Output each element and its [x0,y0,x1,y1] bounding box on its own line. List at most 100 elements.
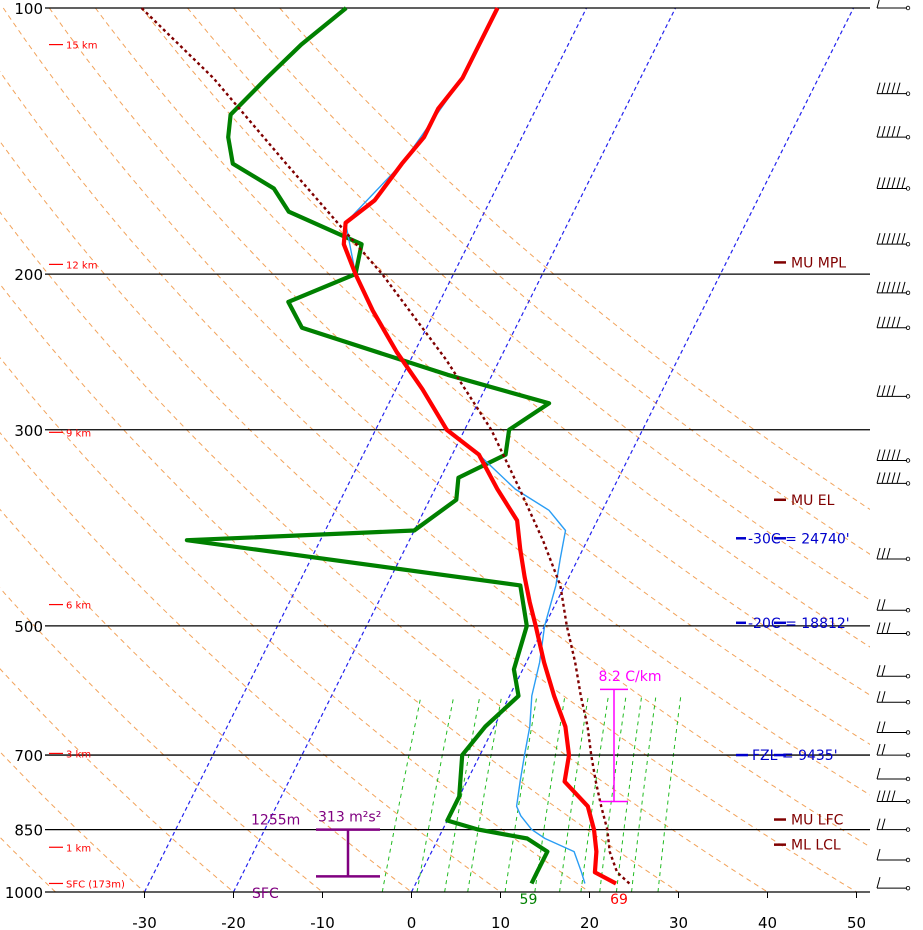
wind-barb-feather [891,472,896,484]
wind-barb-feather [886,790,891,802]
wind-barb-feather [891,316,896,328]
wind-barb-feather [881,385,886,397]
wind-barb-feather [881,721,886,733]
wind-barb-feather [881,126,886,138]
dry-adiabat [0,508,412,893]
mixing-ratio-line [599,695,627,893]
wind-barb [876,281,911,296]
height-label: 3 km [66,749,91,760]
wind-barb-station [905,290,911,296]
wind-barb-feather [876,599,881,611]
pressure-tick-label: 850 [14,822,43,840]
dry-adiabat [141,7,870,648]
wind-barb-feather [881,599,886,611]
wind-barb-station [905,799,911,804]
wind-barb-feather [901,177,906,189]
background-grid [0,7,870,893]
pressure-tick-label: 100 [14,0,43,18]
wind-barb-feather [886,449,891,461]
wind-barb-feather [896,82,901,94]
wind-barb-feather [876,622,881,634]
wind-barb-feather [886,316,891,328]
wind-barb [876,385,911,399]
wind-barb [876,177,911,191]
temperature-tick-label: -10 [310,914,335,930]
wind-barb-feather [881,316,886,328]
level-annotation: MU MPL [791,255,846,271]
mixing-ratio-line [657,695,682,893]
height-label: 15 km [66,41,97,52]
wind-barb-feather [881,818,886,830]
wind-barb-feather [896,177,901,189]
wind-barb-station [905,857,911,863]
mixing-ratio-line [416,695,455,893]
wind-barb-feather [901,281,906,293]
wind-barb-feather [876,877,881,889]
wind-barbs [876,0,911,891]
wind-barb-station [905,394,911,399]
wind-barb-station [905,91,911,96]
wind-barb [876,0,911,11]
height-labels: 15 km 12 km 9 km 6 km 3 km 1 km SFC (173m) [49,41,125,890]
wind-barb-feather [891,385,896,397]
profile-lines [140,6,631,886]
wind-barb-station [905,481,911,486]
wind-barb-station [905,325,911,330]
wind-barb-feather [876,848,881,861]
wind-barb-feather [881,82,886,94]
wind-barb [876,126,911,140]
wind-barb-feather [886,385,891,397]
height-label: 6 km [66,601,91,612]
wind-barb [876,449,911,463]
wind-barb [876,848,911,863]
wind-barb-feather [876,743,881,756]
dry-adiabat [0,140,857,893]
wind-barb-feather [891,233,896,245]
temperature-tick-label: 50 [847,914,866,930]
pressure-tick-label: 1000 [5,884,43,902]
wind-barb-feather [881,743,886,756]
wind-barb-feather [901,233,906,245]
height-label: SFC (173m) [66,879,125,890]
wind-barb-feather [876,818,881,830]
wind-barb-feather [891,449,896,461]
wind-barb-feather [881,472,886,484]
temperature-tick-label: 30 [669,914,688,930]
inflow-depth-label: 1255m [251,813,300,829]
wind-barb [876,622,911,636]
wind-barb-feather [876,472,881,484]
wind-barb [876,818,911,832]
wind-barb-feather [876,233,881,245]
wind-barb-feather [881,790,886,802]
mixing-ratio-line [381,695,422,893]
wind-barb [876,743,911,758]
dry-adiabat [0,587,323,893]
wind-barb-feather [876,547,881,560]
wind-barb-station [905,885,911,891]
level-annotation: MU EL [791,493,835,509]
wind-barb-feather [896,316,901,328]
level-annotations: MU MPL MU EL -30C = 24740' -20C = 18812' FZL… [251,255,850,908]
surface-dewpoint-label: 59 [520,892,538,908]
level-annotation: ML LCL [791,838,841,854]
wind-barb-feather [876,0,880,9]
wind-barb-station [905,608,911,613]
wind-barb-feather [896,281,901,293]
wind-barb-feather [876,177,881,189]
wind-barb-feather [891,281,896,293]
height-label: 1 km [66,843,91,854]
srh-label: 313 m²s² [318,810,381,826]
wind-barb-feather [876,82,881,94]
wind-barb [876,82,911,96]
mixing-ratio-line [559,695,589,893]
pressure-tick-label: 300 [14,422,43,440]
surface-temperature-label: 69 [610,892,628,908]
wind-barb-feather [881,233,886,245]
wind-barb-station [905,827,911,832]
wind-barb-feather [881,691,886,703]
wind-barb-feather [876,721,881,733]
wind-barb [876,877,911,891]
wind-barb-feather [886,82,891,94]
dewpoint-profile [184,6,552,885]
